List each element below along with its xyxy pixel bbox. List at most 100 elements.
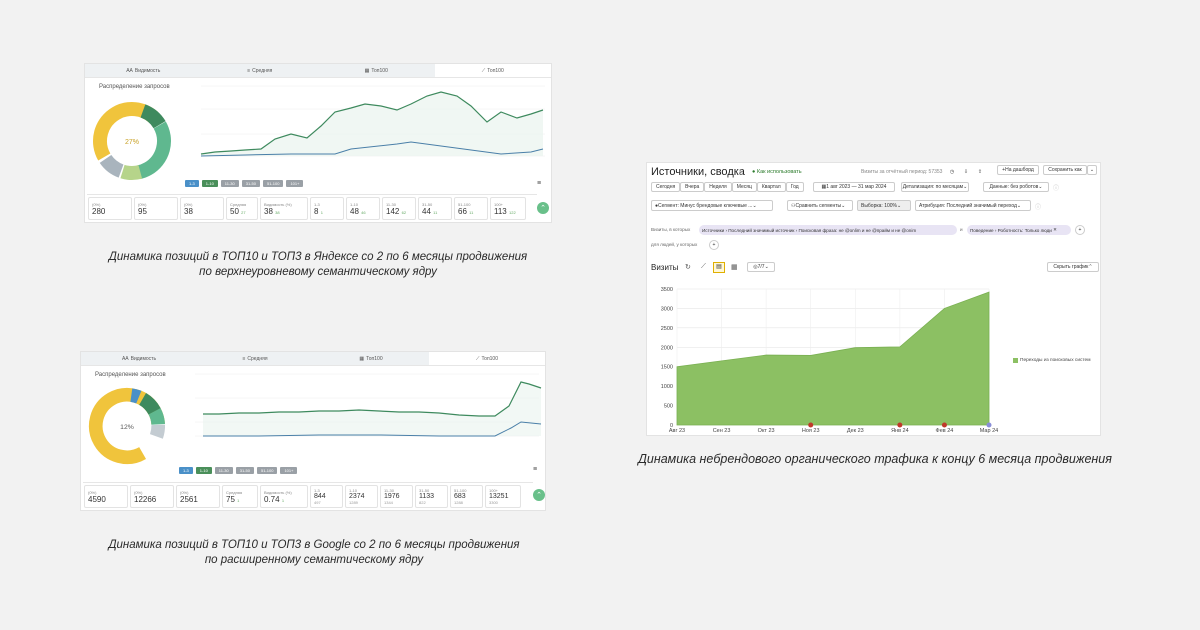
x-tick-label: Авг 23 (669, 428, 685, 434)
y-tick-label: 0 (670, 423, 673, 429)
period-visits: Визиты за отчётный период: 57353 (861, 169, 943, 175)
legend-31-50[interactable]: 31-50 (235, 467, 254, 474)
legend-101-plus[interactable]: 101+ (286, 180, 304, 187)
legend-11-30[interactable]: 11-30 (214, 467, 233, 474)
y-tick-label: 2000 (661, 345, 673, 351)
period-today[interactable]: Сегодня (651, 182, 681, 192)
donut-percent: 27% (125, 139, 139, 146)
share-icon[interactable]: ⇪ (975, 167, 985, 177)
distribution-title: Распределение запросов (99, 84, 170, 90)
y-tick-label: 3000 (661, 306, 673, 312)
hide-chart-button[interactable]: Скрыть график ⌃ (1047, 262, 1099, 272)
add-to-dashboard-button[interactable]: + На дашборд (997, 165, 1039, 175)
filter-prefix: Визиты, в которых (651, 227, 691, 232)
tab-average[interactable]: ≡ Средняя (201, 64, 318, 77)
legend-51-100[interactable]: 51-100 (256, 467, 278, 474)
period-month[interactable]: Месяц (731, 182, 757, 192)
tab-average[interactable]: ≡ Средняя (197, 352, 313, 365)
stats-row: (0%) 280 (0%) 95 (0%) 38 Средняя 50 27 Видим… (87, 194, 537, 222)
stats-row: (0%) 4590 (0%) 12266 (0%) 2561 Средняя 75 1 … (83, 482, 533, 510)
stat-card: 31-50 44 11 (418, 197, 452, 220)
x-tick-label: Янв 24 (891, 428, 909, 434)
event-marker-icon (941, 422, 947, 428)
stat-card: 11-30 1976 1344 (380, 485, 413, 508)
legend-101-plus[interactable]: 101+ (280, 467, 298, 474)
stat-card: 1-10 2374 1289 (345, 485, 378, 508)
date-range-picker[interactable]: ▦ 1 авг 2023 — 31 мар 2024 (813, 182, 895, 192)
legend-11-30[interactable]: 11-30 (220, 180, 239, 187)
expand-button[interactable]: ⌃ (537, 202, 549, 214)
legend-1-10[interactable]: 1-10 (201, 180, 218, 187)
tab-top100-bars[interactable]: ▦ Топ100 (318, 64, 435, 77)
donut-percent: 12% (120, 424, 134, 431)
sample-select[interactable]: Выборка: 100% ⌄ (857, 200, 911, 211)
x-tick-label: Фев 24 (936, 428, 954, 434)
x-tick-label: Дек 23 (847, 428, 864, 434)
add-people-filter-button[interactable]: + (709, 240, 719, 250)
compare-segments-button[interactable]: ⚇ Сравнить сегменты ⌄ (787, 200, 853, 211)
stat-card: (0%) 38 (180, 197, 224, 220)
download-icon[interactable]: ⇩ (961, 167, 971, 177)
stat-card: 100+ 113 122 (490, 197, 526, 220)
data-filter-select[interactable]: Данные: без роботов ⌄ (983, 182, 1049, 192)
distribution-donut: 27% (93, 102, 171, 180)
tab-top100-bars[interactable]: ▦ Топ100 (313, 352, 429, 365)
table-icon[interactable]: ▦ (731, 264, 738, 271)
stat-card: Средняя 75 1 (222, 485, 258, 508)
legend-1-10[interactable]: 1-10 (195, 467, 212, 474)
menu-icon[interactable]: ≡ (533, 466, 538, 473)
menu-icon[interactable]: ≡ (537, 180, 542, 187)
clock-icon[interactable]: ◷ (947, 167, 957, 177)
legend-1-3[interactable]: 1-3 (185, 180, 199, 187)
stat-card: 11-30 142 62 (382, 197, 416, 220)
tab-visibility[interactable]: AA Видимость (81, 352, 197, 365)
bookmark-icon[interactable]: ▯ (739, 169, 743, 176)
panel-tabs: AA Видимость ≡ Средняя ▦ Топ100 ⟋ Топ100 (81, 352, 545, 366)
legend-31-50[interactable]: 31-50 (241, 180, 260, 187)
stat-card: Видимость (%) 0.74 1 (260, 485, 308, 508)
x-tick-label: Ноя 23 (802, 428, 820, 434)
tab-visibility[interactable]: AA Видимость (85, 64, 202, 77)
legend-51-100[interactable]: 51-100 (262, 180, 284, 187)
series-select[interactable]: ◎ 7/7 ⌄ (747, 262, 775, 272)
period-year[interactable]: Год (785, 182, 804, 192)
y-tick-label: 1500 (661, 365, 673, 371)
line-chart-icon[interactable]: ⟋ (701, 263, 706, 270)
area-chart-icon[interactable]: ▤ (713, 262, 725, 273)
chart-title: Визиты (651, 263, 679, 272)
refresh-icon[interactable]: ↻ (685, 264, 691, 271)
people-prefix: для людей, у которых (651, 242, 698, 247)
filter-token-robots[interactable]: Поведение › Роботность: Только люди ✕ (967, 225, 1071, 235)
series-area (676, 291, 990, 426)
legend-1-3[interactable]: 1-3 (179, 467, 193, 474)
filter-token-source[interactable]: Источники › Последний значимый источник … (699, 225, 957, 235)
range-legend: 1-3 1-10 11-30 31-50 51-100 101+ (185, 180, 304, 187)
legend-swatch (1013, 358, 1018, 363)
tab-top100-lines[interactable]: ⟋ Топ100 (429, 352, 545, 365)
period-week[interactable]: Неделя (704, 182, 732, 192)
period-buttons: Сегодня Вчера Неделя Месяц Квартал Год (651, 182, 804, 192)
google-positions-panel: AA Видимость ≡ Средняя ▦ Топ100 ⟋ Топ100 Рас… (80, 351, 546, 511)
chart-legend: Переходы из поисковых систем (1013, 358, 1091, 363)
detail-select[interactable]: Детализация: по месяцам ⌄ (901, 182, 969, 192)
filter-and: и (960, 227, 963, 232)
range-legend: 1-3 1-10 11-30 31-50 51-100 101+ (179, 467, 298, 474)
period-yesterday[interactable]: Вчера (680, 182, 705, 192)
save-as-dropdown[interactable]: ⌄ (1087, 165, 1097, 175)
attribution-select[interactable]: Атрибуция: Последний значимый переход ⌄ (915, 200, 1031, 211)
stat-card: (0%) 12266 (130, 485, 174, 508)
stat-card: 51-100 683 1288 (450, 485, 483, 508)
event-marker-icon (808, 422, 814, 428)
panel-tabs: AA Видимость ≡ Средняя ▦ Топ100 ⟋ Топ100 (85, 64, 551, 78)
tab-top100-lines[interactable]: ⟋ Топ100 (434, 64, 551, 77)
save-as-button[interactable]: Сохранить как (1043, 165, 1087, 175)
segment-select[interactable]: ● Сегмент: Минус брендовые ключевые ... … (651, 200, 773, 211)
how-to-use-link[interactable]: ● Как использовать (752, 169, 802, 175)
event-marker-icon (986, 422, 992, 428)
stat-card: Средняя 50 27 (226, 197, 258, 220)
info-icon: ⓘ (1053, 186, 1060, 192)
period-quarter[interactable]: Квартал (756, 182, 786, 192)
add-filter-button[interactable]: + (1075, 225, 1085, 235)
expand-button[interactable]: ⌃ (533, 489, 545, 501)
y-tick-label: 2500 (661, 326, 673, 332)
